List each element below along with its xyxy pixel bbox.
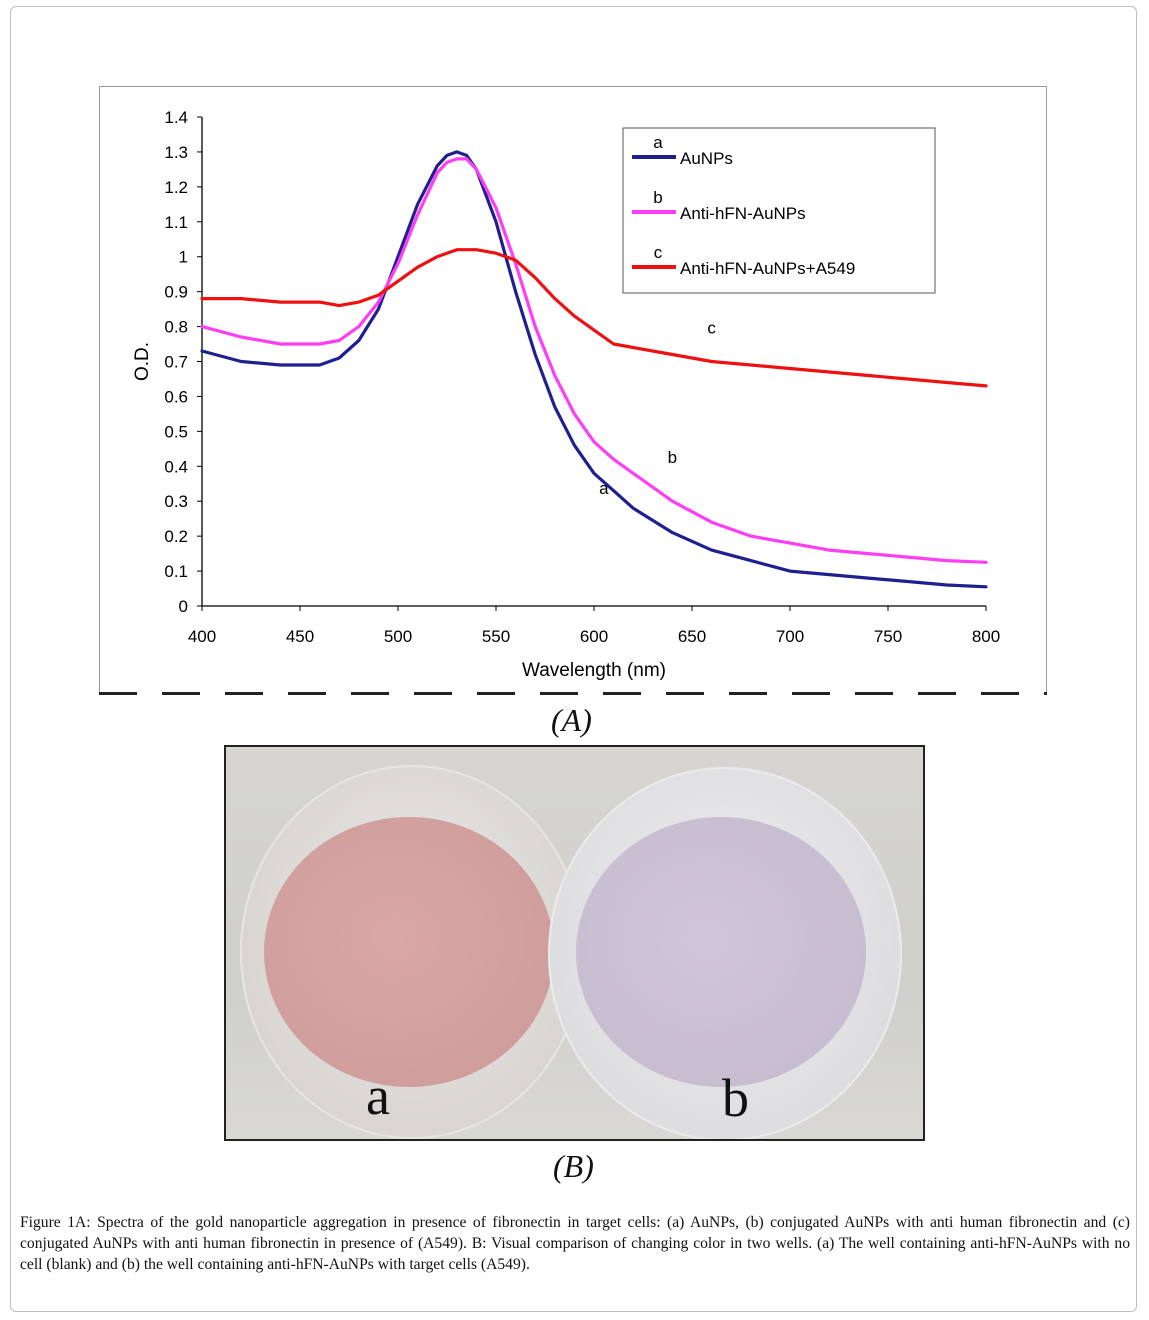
- y-axis-title: O.D.: [132, 342, 153, 381]
- chart-annotations: c b a: [599, 319, 716, 499]
- y-tick-label: 0.2: [164, 527, 188, 546]
- legend-key-c: c: [654, 243, 663, 262]
- y-tick-label: 1: [179, 248, 188, 267]
- legend-key-b: b: [653, 188, 662, 207]
- y-tick-label: 0.3: [164, 492, 188, 511]
- y-tick-label: 0.6: [164, 387, 188, 406]
- y-tick-label: 0.9: [164, 283, 188, 302]
- x-tick-label: 700: [776, 627, 804, 646]
- well-b-liquid: [576, 817, 866, 1087]
- y-tick-label: 1.2: [164, 178, 188, 197]
- x-tick-label: 800: [972, 627, 1000, 646]
- x-tick-label: 550: [482, 627, 510, 646]
- panel-divider-dashed: [99, 692, 1047, 695]
- y-tick-label: 1.1: [164, 213, 188, 232]
- well-b-label: b: [722, 1068, 749, 1128]
- x-tick-label: 750: [874, 627, 902, 646]
- spectra-chart: 0 0.1 0.2 0.3 0.4 0.5 0.6 0.7 0.8 0.9 1 1.1 1.2 1.3 1.…: [132, 108, 1000, 681]
- panel-b-label: (B): [553, 1148, 594, 1184]
- curve-label-a: a: [599, 479, 609, 498]
- figure-caption: Figure 1A: Spectra of the gold nanoparti…: [20, 1214, 1130, 1273]
- wells-photo: a b: [224, 745, 925, 1141]
- series-line-b: [200, 157, 988, 564]
- x-tick-label: 600: [580, 627, 608, 646]
- legend-label-b: Anti-hFN-AuNPs: [680, 204, 806, 223]
- y-tick-label: 1.3: [164, 143, 188, 162]
- legend-key-a: a: [653, 133, 663, 152]
- legend-label-c: Anti-hFN-AuNPs+A549: [680, 259, 855, 278]
- well-a-label: a: [366, 1066, 390, 1126]
- y-tick-label: 0.4: [164, 457, 188, 476]
- series-line-a: [200, 150, 988, 589]
- chart-panel-frame: [99, 86, 1047, 694]
- curve-label-b: b: [668, 448, 677, 467]
- curve-label-c: c: [707, 319, 716, 338]
- chart-legend: a AuNPs b Anti-hFN-AuNPs c Anti-hFN-AuNPs+A54…: [622, 127, 936, 294]
- x-tick-label: 450: [286, 627, 314, 646]
- x-tick-label: 500: [384, 627, 412, 646]
- chart-series: [200, 150, 988, 589]
- y-tick-label: 0.1: [164, 562, 188, 581]
- chart-axes: 0 0.1 0.2 0.3 0.4 0.5 0.6 0.7 0.8 0.9 1 1.1 1.2 1.3 1.…: [132, 108, 1000, 681]
- legend-label-a: AuNPs: [680, 149, 733, 168]
- x-axis-title: Wavelength (nm): [522, 660, 666, 681]
- y-tick-label: 0.8: [164, 318, 188, 337]
- figure-frame: [10, 6, 1137, 1312]
- x-tick-label: 650: [678, 627, 706, 646]
- y-tick-label: 0.5: [164, 422, 188, 441]
- y-tick-label: 0: [179, 597, 188, 616]
- y-tick-label: 1.4: [164, 108, 188, 127]
- panel-a-label: (A): [551, 702, 592, 738]
- y-tick-label: 0.7: [164, 353, 188, 372]
- series-line-c: [200, 248, 988, 388]
- well-a-liquid: [264, 817, 554, 1087]
- x-tick-label: 400: [188, 627, 216, 646]
